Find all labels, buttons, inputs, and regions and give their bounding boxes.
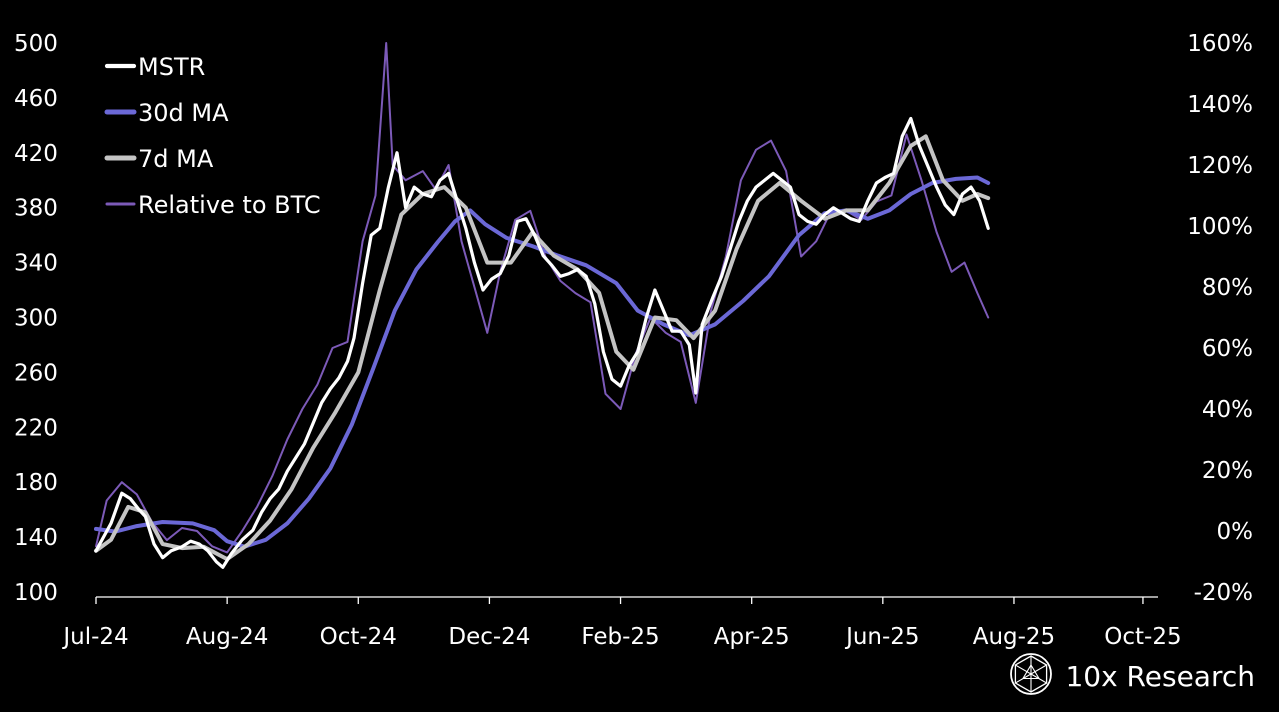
series-line-mstr bbox=[94, 116, 990, 569]
x-tick-label: Jun-25 bbox=[844, 624, 920, 650]
x-tick-label: Oct-24 bbox=[320, 624, 397, 650]
y-tick-label: 380 bbox=[14, 196, 58, 222]
y-tick-label: 460 bbox=[14, 86, 58, 112]
y2-tick-label: 20% bbox=[1202, 458, 1253, 484]
x-tick-label: Jul-24 bbox=[61, 624, 128, 650]
legend-label: 30d MA bbox=[138, 99, 229, 127]
y-tick-label: 340 bbox=[14, 251, 58, 277]
legend-label: 7d MA bbox=[138, 145, 214, 173]
y2-tick-label: 120% bbox=[1187, 153, 1253, 179]
geometric-sphere-logo-icon bbox=[1009, 652, 1053, 700]
legend: MSTR 30d MA 7d MA Relative to BTC bbox=[104, 53, 321, 219]
series-line-30d-ma bbox=[94, 175, 991, 549]
x-tick-label: Oct-25 bbox=[1104, 624, 1181, 650]
x-tick-label: Dec-24 bbox=[448, 624, 530, 650]
x-tick-label: Aug-24 bbox=[186, 624, 268, 650]
y-tick-label: 500 bbox=[14, 31, 58, 57]
y-tick-label: 260 bbox=[14, 360, 58, 386]
y2-tick-label: 140% bbox=[1187, 92, 1253, 118]
y2-tick-label: 80% bbox=[1202, 275, 1253, 301]
series-line-relative-to-btc bbox=[95, 42, 990, 554]
legend-label: MSTR bbox=[138, 53, 205, 81]
y2-tick-label: 160% bbox=[1187, 31, 1253, 57]
y-tick-label: 180 bbox=[14, 470, 58, 496]
y-tick-label: 300 bbox=[14, 306, 58, 332]
y2-tick-label: 0% bbox=[1217, 519, 1254, 545]
y-tick-label: 420 bbox=[14, 141, 58, 167]
y2-tick-label: 40% bbox=[1202, 397, 1253, 423]
x-tick-label: Feb-25 bbox=[581, 624, 659, 650]
y2-tick-label: 100% bbox=[1187, 214, 1253, 240]
series-line-7d-ma bbox=[94, 134, 991, 562]
brand: 10x Research bbox=[1009, 652, 1255, 700]
legend-label: Relative to BTC bbox=[138, 191, 321, 219]
y2-tick-label: -20% bbox=[1194, 580, 1253, 606]
axes-layer: Jul-24 Aug-24 Oct-24 Dec-24 Feb-25 Apr-25 Jun-… bbox=[14, 31, 1253, 650]
x-tick-label: Apr-25 bbox=[714, 624, 790, 650]
y2-tick-label: 60% bbox=[1202, 336, 1253, 362]
y-tick-label: 140 bbox=[14, 525, 58, 551]
x-tick-label: Aug-25 bbox=[973, 624, 1055, 650]
brand-name: 10x Research bbox=[1065, 659, 1255, 693]
series-layer bbox=[94, 42, 991, 569]
y-tick-label: 220 bbox=[14, 415, 58, 441]
y-tick-label: 100 bbox=[14, 580, 58, 606]
